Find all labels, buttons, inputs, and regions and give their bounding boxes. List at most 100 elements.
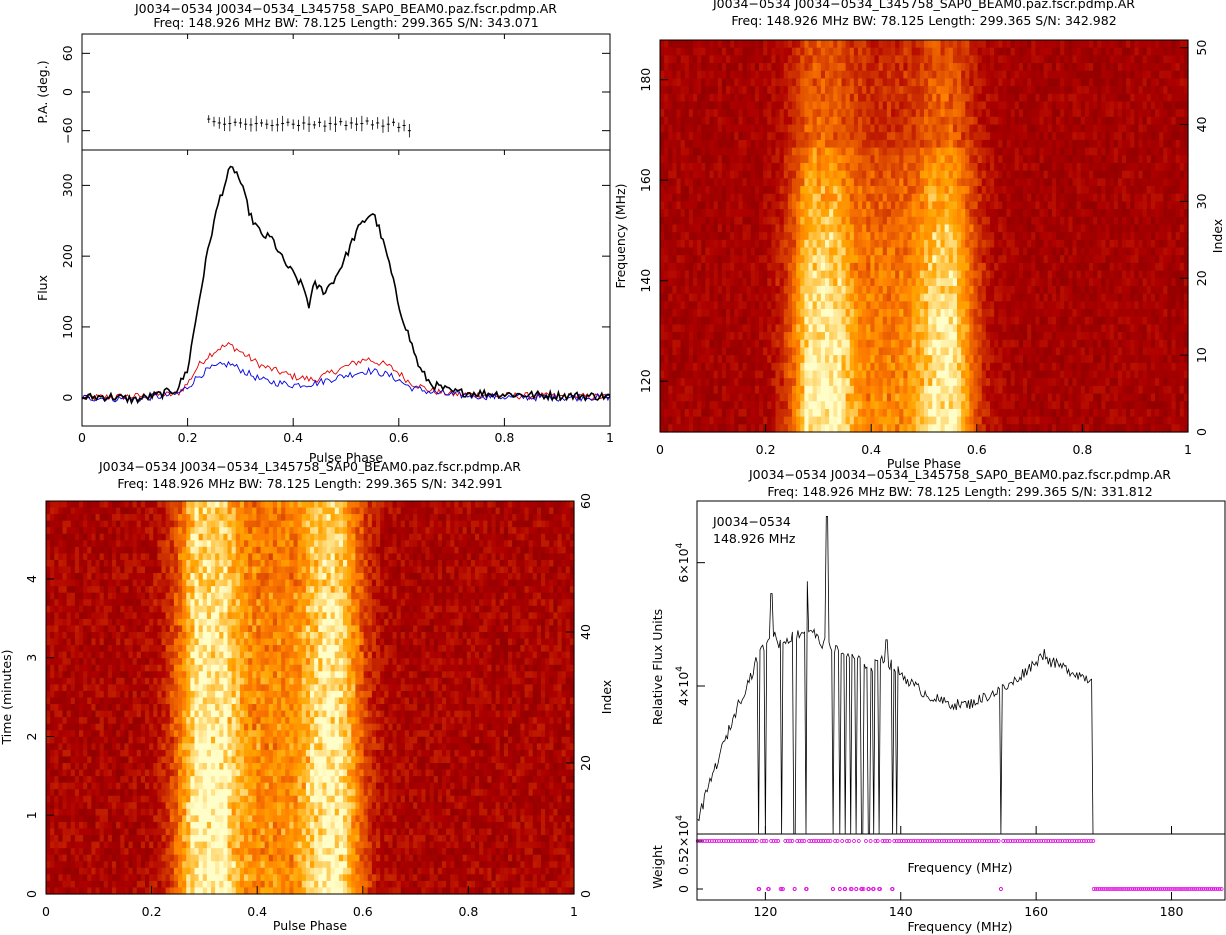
freq-cell [1097, 262, 1102, 272]
freq-cell [1179, 93, 1185, 103]
freq-cell [1113, 201, 1119, 210]
freq-cell [866, 78, 871, 87]
freq-cell [676, 270, 682, 279]
freq-cell [1056, 47, 1061, 56]
freq-cell [796, 201, 801, 210]
freq-cell [990, 124, 995, 133]
freq-cell [911, 285, 917, 295]
freq-cell [973, 270, 979, 279]
freq-cell [957, 170, 962, 179]
freq-cell [870, 193, 876, 203]
freq-cell [932, 93, 937, 103]
freq-cell [771, 116, 777, 126]
freq-cell [907, 55, 913, 64]
freq-cell [985, 55, 991, 64]
freq-cell [903, 247, 909, 256]
freq-cell [796, 193, 801, 203]
freq-cell [829, 216, 834, 226]
freq-cell [973, 316, 979, 325]
freq-cell [664, 40, 669, 49]
freq-cell [924, 232, 929, 241]
freq-cell [862, 93, 867, 103]
freq-cell [660, 209, 665, 218]
freq-cell [965, 239, 970, 249]
freq-cell [779, 116, 785, 126]
freq-cell [1163, 293, 1168, 302]
freq-cell [1113, 262, 1119, 272]
freq-cell [734, 216, 739, 226]
freq-cell [915, 47, 921, 56]
freq-cell [944, 224, 950, 233]
freq-cell [899, 40, 904, 49]
freq-cell [969, 116, 975, 126]
freq-cell [1183, 309, 1189, 318]
freq-cell [961, 78, 966, 87]
freq-cell [1155, 155, 1160, 164]
freq-cell [1010, 109, 1016, 118]
freq-cell [1155, 162, 1160, 172]
freq-cell [787, 47, 793, 56]
freq-cell [973, 47, 979, 56]
freq-cell [1093, 178, 1098, 187]
freq-cell [1035, 262, 1041, 272]
freq-cell [697, 78, 702, 87]
freq-cell [1047, 186, 1053, 195]
freq-cell [680, 124, 686, 133]
freq-cell [688, 255, 694, 264]
freq-cell [792, 147, 797, 156]
freq-cell [713, 109, 719, 118]
freq-cell [1006, 224, 1012, 233]
freq-cell [853, 324, 859, 333]
freq-cell [1035, 285, 1041, 295]
freq-cell [990, 55, 995, 64]
freq-cell [759, 309, 764, 318]
freq-cell [886, 216, 892, 226]
freq-cell [1126, 201, 1131, 210]
freq-cell [1076, 201, 1082, 210]
freq-cell [1183, 124, 1189, 133]
freq-cell [919, 63, 925, 72]
freq-cell [1056, 86, 1061, 95]
freq-cell [994, 262, 999, 272]
freq-cell [928, 47, 933, 56]
freq-cell [990, 186, 995, 195]
freq-cell [1027, 63, 1032, 72]
freq-cell [759, 124, 764, 133]
freq-cell [1060, 93, 1065, 103]
freq-cell [1122, 93, 1127, 103]
freq-cell [1130, 232, 1135, 241]
freq-cell [1101, 285, 1107, 295]
freq-cell [977, 139, 983, 149]
freq-cell [1089, 193, 1094, 203]
freq-cell [1097, 101, 1102, 110]
freq-cell [820, 262, 826, 272]
freq-cell [701, 55, 706, 64]
freq-cell [862, 178, 867, 187]
freq-cell [1010, 293, 1016, 302]
freq-cell [1105, 155, 1111, 164]
freq-cell [775, 239, 781, 249]
freq-cell [841, 162, 847, 172]
freq-cell [1183, 209, 1189, 218]
freq-cell [1138, 147, 1144, 156]
freq-cell [969, 301, 975, 310]
freq-cell [1142, 170, 1148, 179]
freq-cell [672, 324, 678, 333]
freq-cell [684, 239, 690, 249]
freq-cell [796, 124, 801, 133]
freq-cell [1142, 262, 1148, 272]
freq-cell [969, 278, 975, 287]
freq-cell [750, 155, 756, 164]
freq-cell [1084, 309, 1090, 318]
freq-cell [981, 262, 987, 272]
freq-cell [804, 86, 810, 95]
freq-cell [936, 132, 942, 141]
freq-cell [1039, 78, 1045, 87]
freq-cell [870, 55, 876, 64]
freq-cell [1117, 47, 1123, 56]
freq-cell [981, 324, 987, 333]
freq-cell [1043, 86, 1049, 95]
freq-cell [1051, 147, 1057, 156]
freq-cell [1105, 209, 1111, 218]
freq-cell [668, 270, 673, 279]
